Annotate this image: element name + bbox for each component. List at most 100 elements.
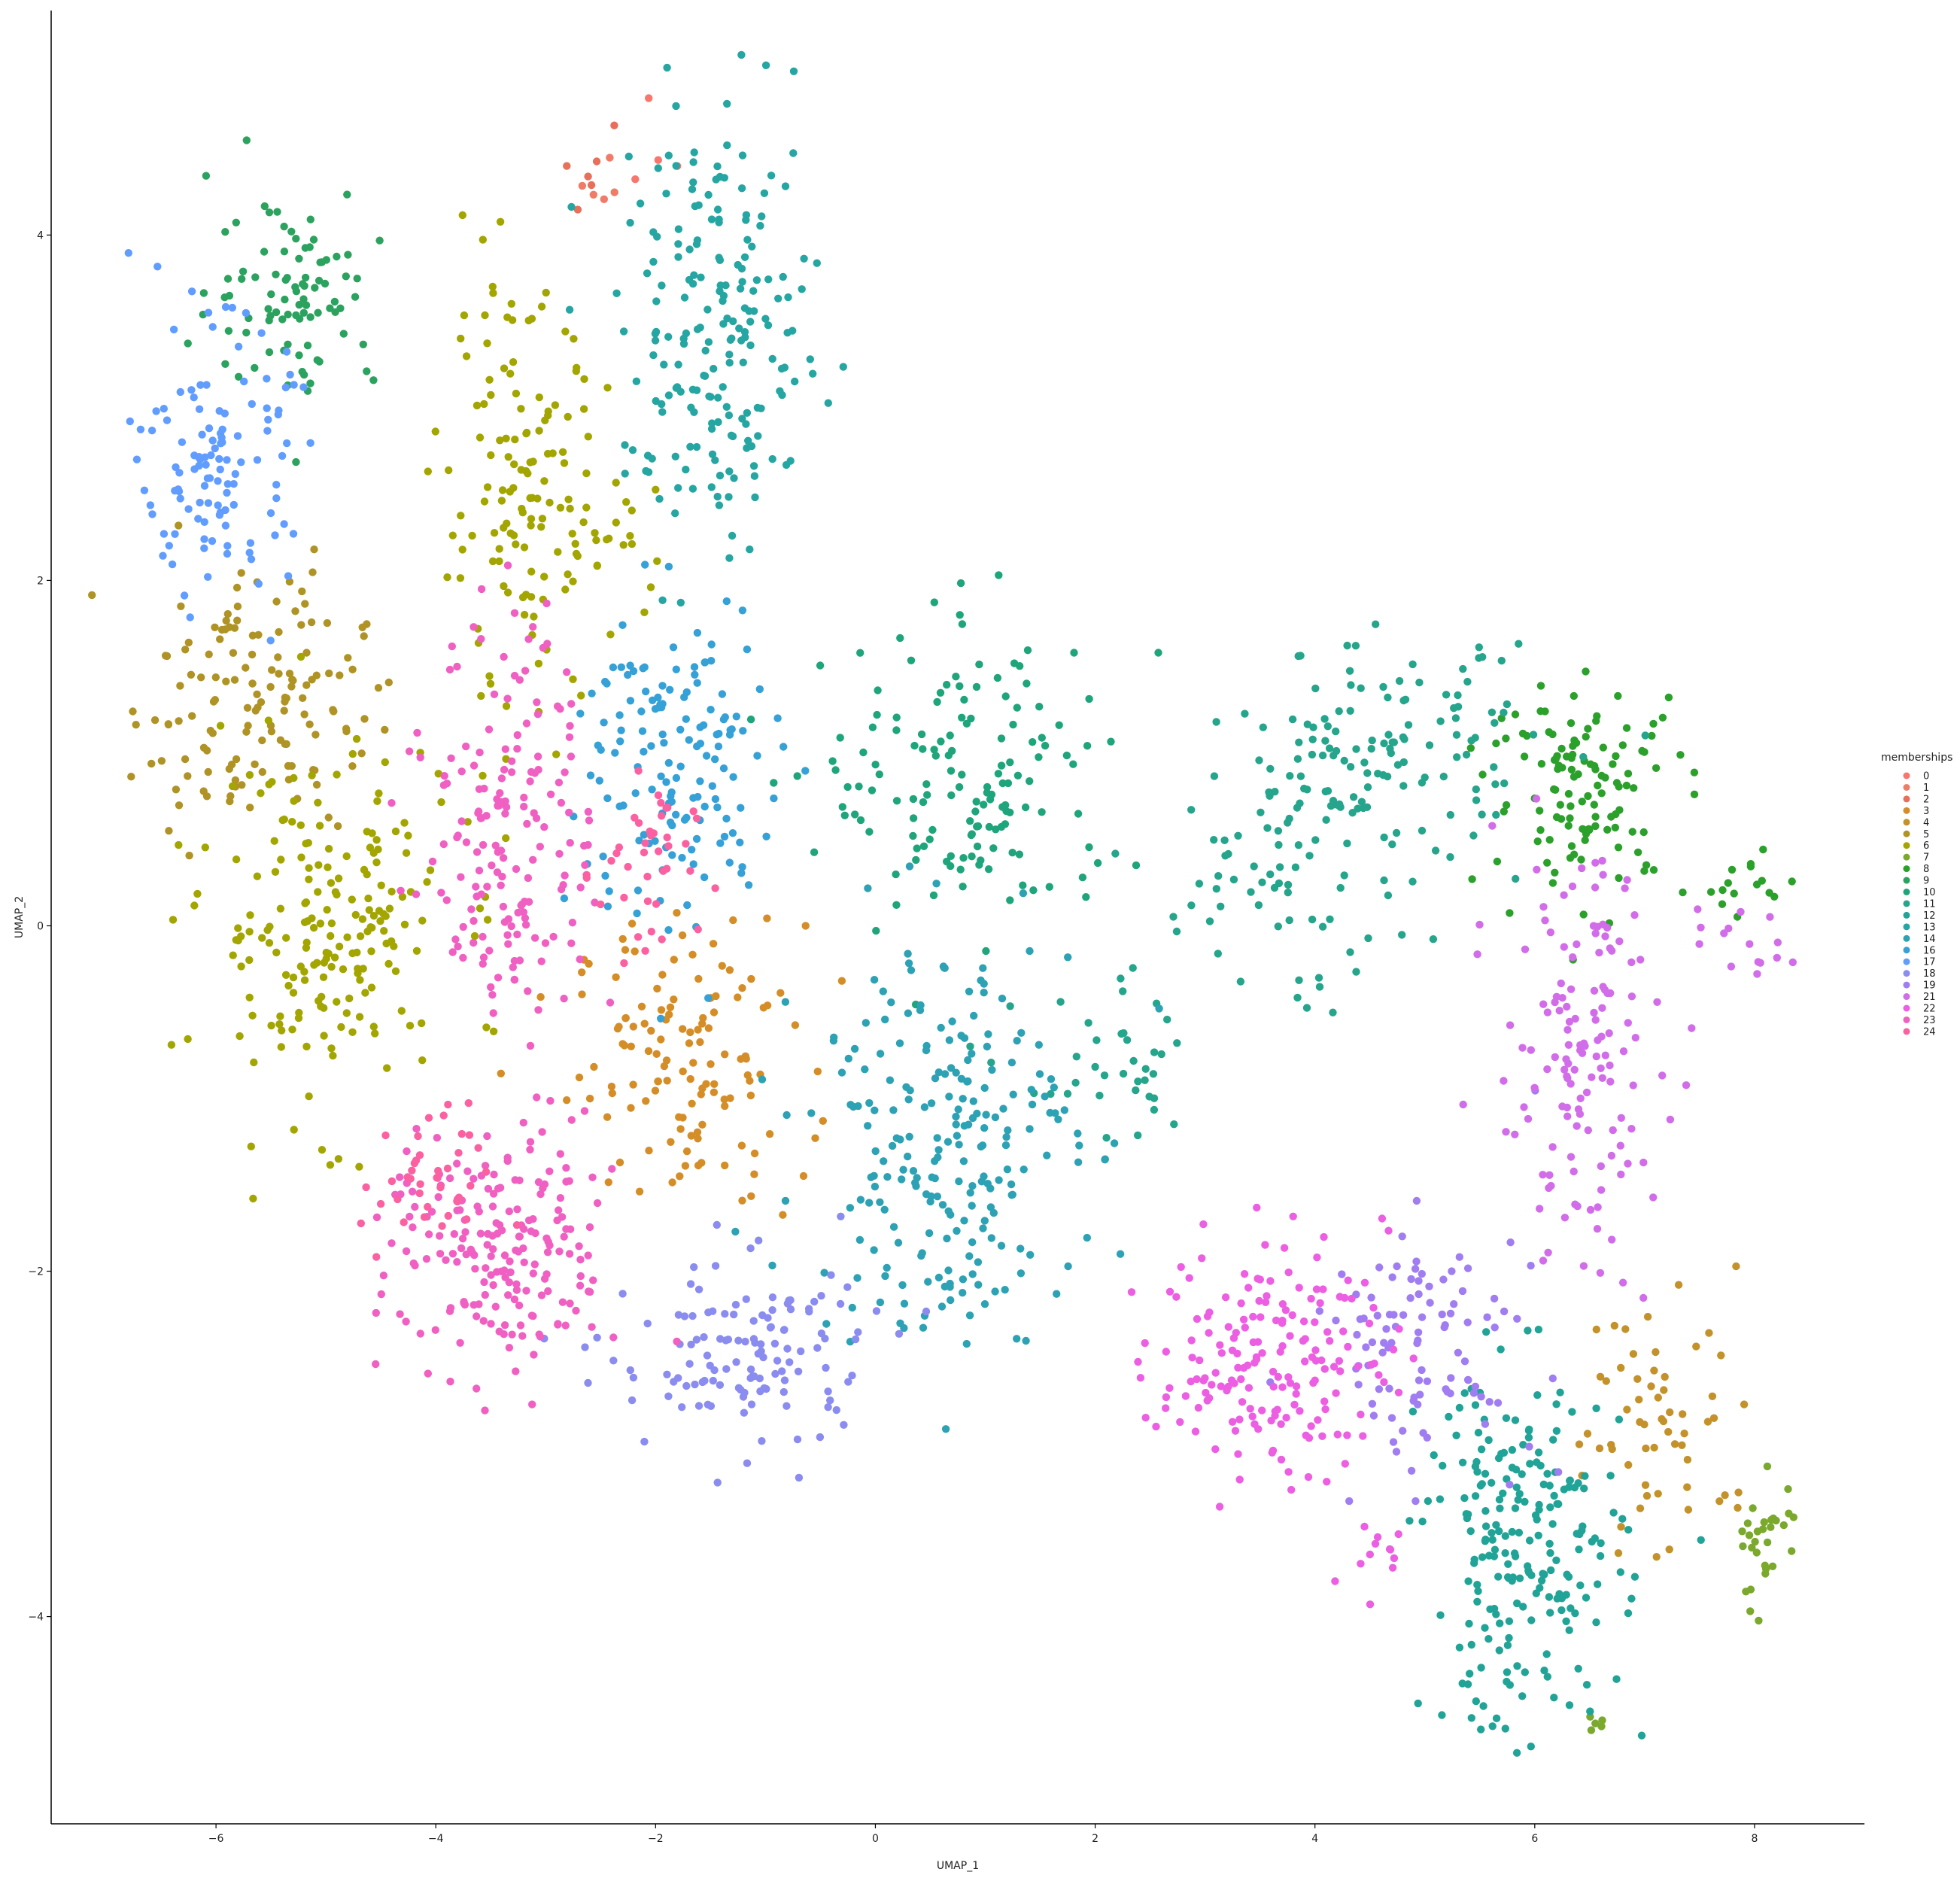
- point-series-21: [1518, 1044, 1527, 1052]
- point-series-22: [1230, 1379, 1238, 1387]
- point-series-8: [1536, 807, 1544, 815]
- point-series-13: [719, 320, 728, 328]
- point-series-8: [1533, 837, 1542, 846]
- point-series-23: [506, 1268, 515, 1277]
- point-series-19: [1398, 1232, 1406, 1241]
- point-series-14: [886, 1076, 895, 1084]
- point-series-11: [1349, 793, 1358, 801]
- point-series-14: [947, 1064, 956, 1072]
- point-series-8: [1622, 781, 1631, 790]
- point-series-12: [1463, 1514, 1472, 1523]
- point-series-17: [215, 511, 224, 519]
- point-series-23: [457, 873, 465, 881]
- point-series-6: [592, 536, 600, 545]
- point-series-9: [306, 215, 315, 223]
- point-series-21: [1560, 943, 1568, 951]
- point-series-6: [355, 1162, 363, 1171]
- point-series-18: [686, 1280, 695, 1288]
- point-series-16: [619, 801, 628, 810]
- point-series-11: [1141, 1076, 1149, 1084]
- point-series-11: [1459, 664, 1467, 673]
- point-series-22: [1311, 1376, 1319, 1384]
- point-series-23: [526, 1041, 535, 1050]
- point-series-3: [681, 1162, 690, 1170]
- point-series-14: [1002, 1133, 1010, 1141]
- point-series-14: [782, 1111, 791, 1120]
- point-series-12: [1615, 1415, 1624, 1424]
- point-series-11: [1325, 744, 1334, 752]
- point-series-3: [640, 1020, 649, 1028]
- point-series-23: [541, 939, 550, 947]
- point-series-16: [689, 860, 697, 868]
- point-series-21: [1624, 1159, 1632, 1168]
- point-series-11: [1275, 879, 1284, 888]
- point-series-8: [1648, 731, 1656, 740]
- point-series-3: [763, 914, 771, 922]
- point-series-22: [1233, 1349, 1241, 1358]
- point-series-23: [481, 1406, 489, 1415]
- point-series-16: [658, 682, 667, 690]
- point-series-3: [709, 940, 718, 948]
- point-series-21: [1520, 1103, 1528, 1111]
- point-series-13: [751, 493, 759, 502]
- point-series-14: [945, 1092, 953, 1101]
- point-series-14: [876, 1298, 885, 1307]
- point-series-22: [1335, 1357, 1344, 1366]
- point-series-11: [1515, 640, 1523, 648]
- point-series-4: [1721, 1491, 1729, 1500]
- point-series-13: [628, 446, 637, 454]
- point-series-6: [423, 878, 431, 886]
- point-series-12: [1511, 1504, 1520, 1512]
- point-series-10: [995, 571, 1003, 579]
- point-series-3: [575, 1073, 584, 1082]
- point-series-22: [1357, 1410, 1365, 1419]
- point-series-13: [711, 456, 719, 464]
- point-series-8: [1582, 733, 1590, 741]
- point-series-22: [1369, 1303, 1378, 1312]
- point-series-21: [1488, 822, 1497, 830]
- point-series-16: [755, 685, 764, 694]
- point-series-3: [667, 1138, 675, 1147]
- point-series-17: [283, 439, 291, 448]
- point-series-14: [846, 1101, 855, 1109]
- point-series-16: [662, 778, 670, 786]
- point-series-10: [946, 731, 954, 740]
- point-series-12: [1539, 1480, 1548, 1489]
- point-series-18: [734, 1336, 743, 1345]
- point-series-6: [277, 1043, 285, 1051]
- legend-label-12: 12: [1923, 910, 1936, 922]
- point-series-21: [1597, 1186, 1606, 1194]
- point-series-11: [1250, 862, 1258, 871]
- legend-marker-4: [1903, 819, 1910, 826]
- point-series-18: [786, 1358, 794, 1366]
- point-series-17: [140, 486, 149, 494]
- point-series-16: [560, 894, 569, 903]
- point-series-23: [515, 676, 524, 684]
- point-series-7: [1752, 1548, 1761, 1557]
- point-series-11: [1259, 723, 1268, 731]
- point-series-23: [416, 753, 424, 761]
- point-series-23: [533, 1093, 541, 1102]
- point-series-23: [576, 955, 584, 964]
- point-series-23: [476, 748, 484, 757]
- point-series-14: [944, 1138, 953, 1146]
- point-series-24: [640, 848, 649, 857]
- point-series-10: [986, 795, 995, 804]
- point-series-11: [1309, 723, 1317, 731]
- point-series-14: [952, 1112, 960, 1121]
- point-series-21: [1595, 948, 1603, 957]
- point-series-23: [387, 799, 396, 807]
- point-series-14: [943, 1234, 951, 1243]
- point-series-6: [253, 872, 262, 880]
- point-series-8: [1582, 667, 1590, 676]
- point-series-6: [507, 299, 515, 308]
- point-series-11: [1217, 902, 1225, 911]
- point-series-24: [649, 829, 658, 837]
- legend-marker-9: [1903, 877, 1910, 884]
- series-5: [88, 521, 393, 860]
- point-series-12: [1487, 1529, 1496, 1537]
- point-series-24: [643, 872, 652, 881]
- point-series-12: [1477, 1664, 1485, 1672]
- point-series-6: [372, 836, 381, 844]
- point-series-19: [1389, 1438, 1398, 1446]
